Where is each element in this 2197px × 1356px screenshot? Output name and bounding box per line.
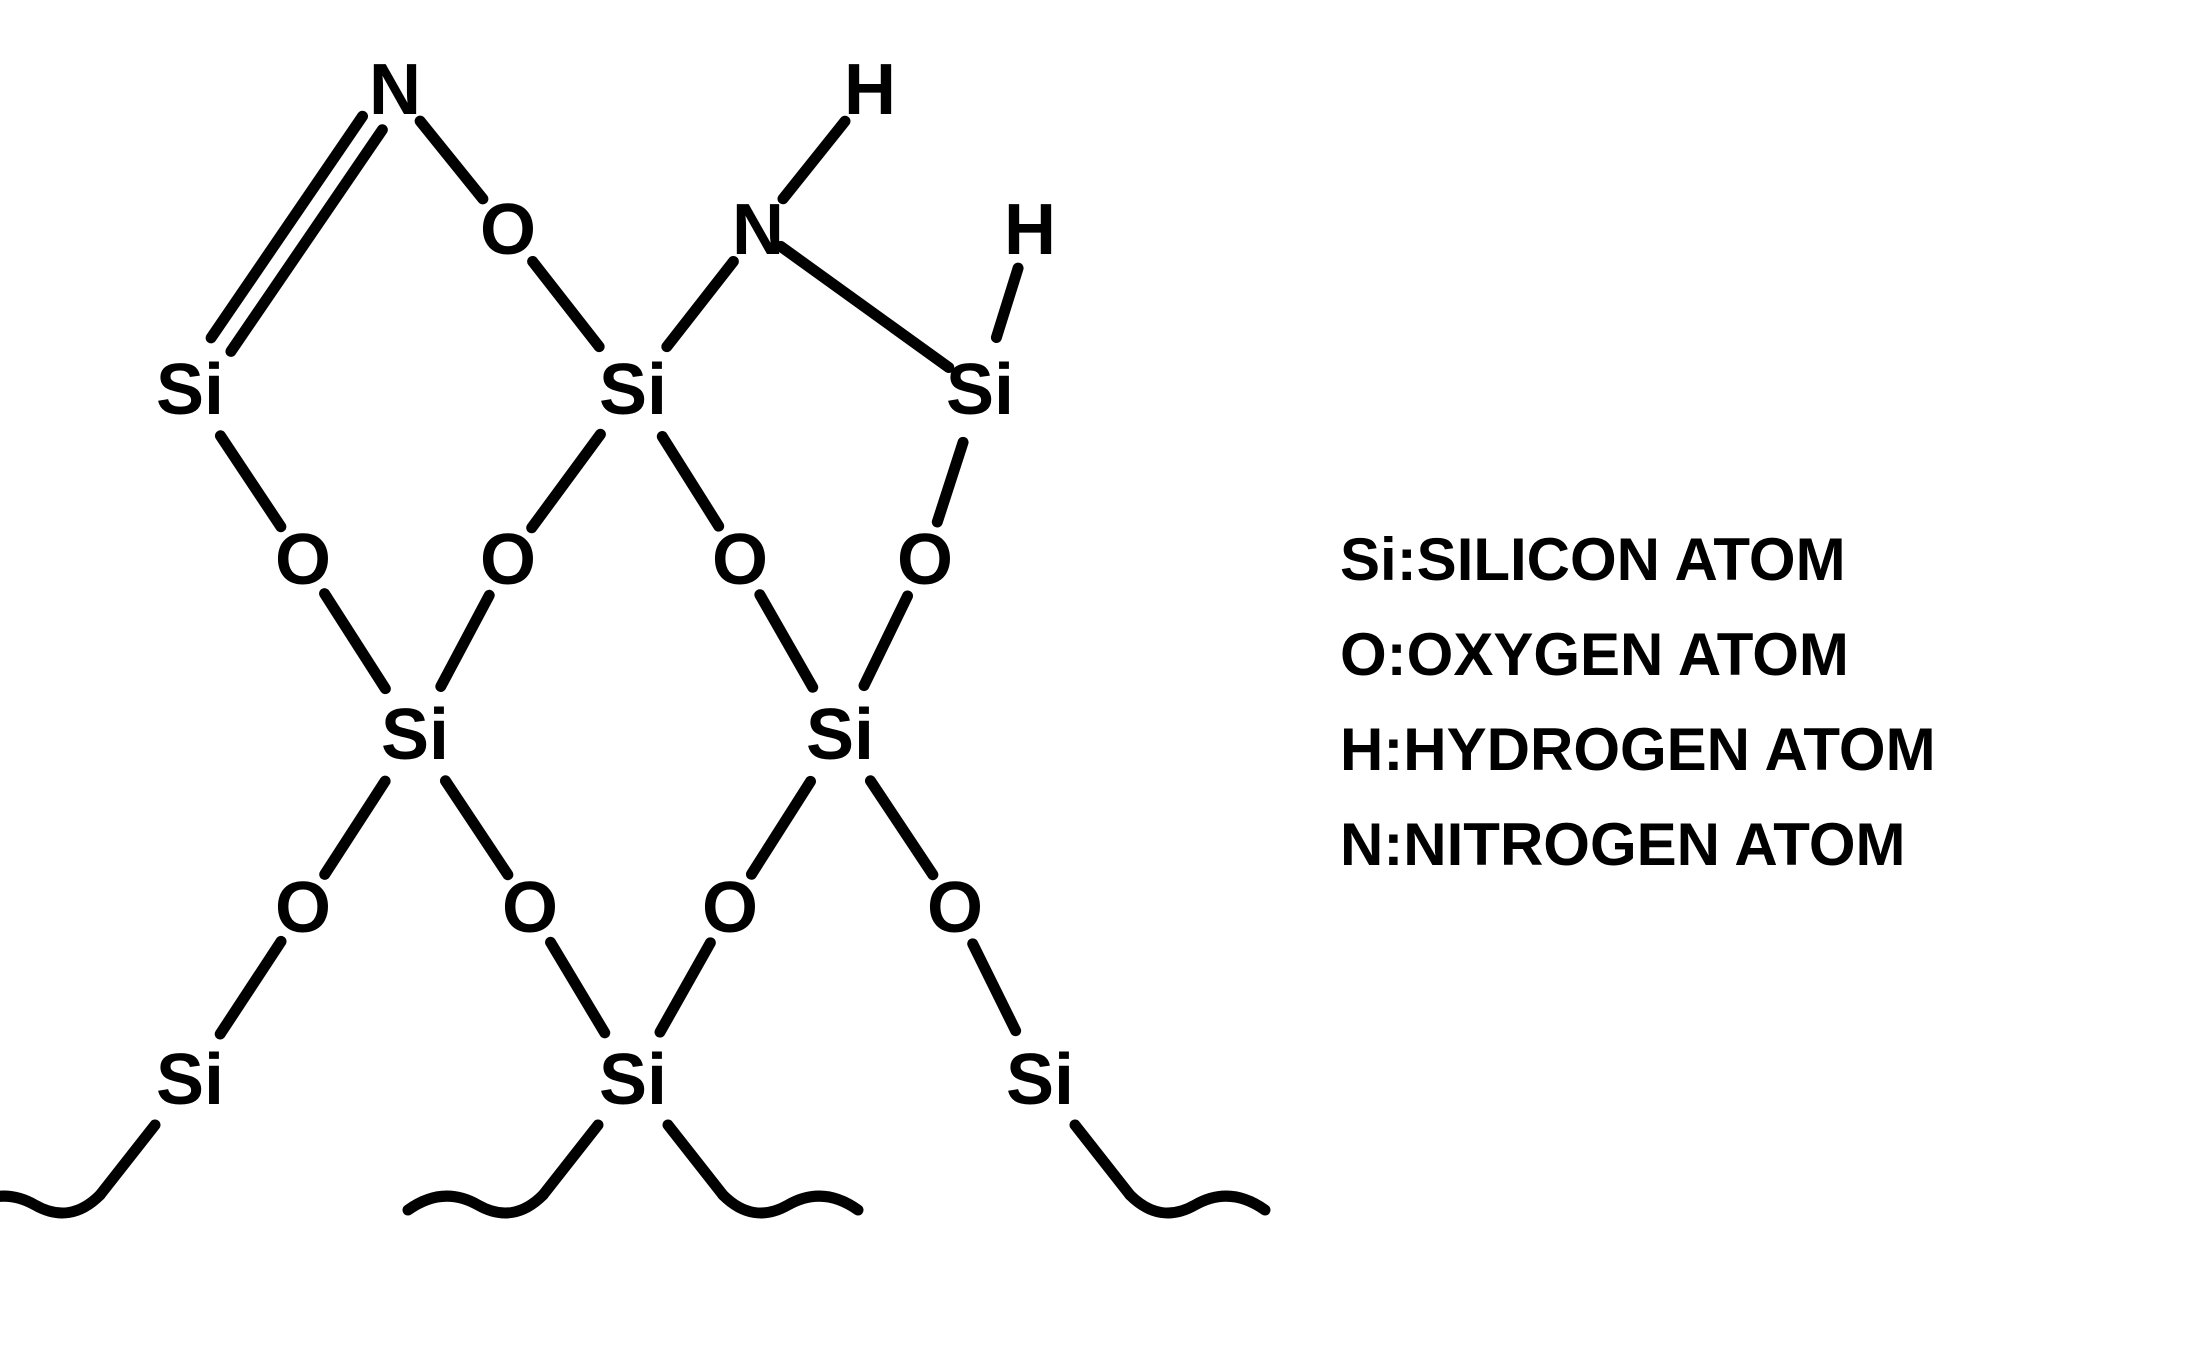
bond-line: [660, 943, 710, 1032]
atom-H_top: H: [844, 49, 896, 131]
bond-line: [533, 262, 600, 347]
bond-line: [937, 442, 963, 522]
atom-Si_r1_c: Si: [946, 349, 1014, 431]
atom-Si_r3_a: Si: [381, 694, 449, 776]
bond-line: [1075, 1125, 1130, 1195]
bond-layer: [0, 0, 2197, 1356]
atom-O_r2_a: O: [275, 519, 331, 601]
legend-line: H:HYDROGEN ATOM: [1340, 715, 1936, 784]
atom-Si_r5_c: Si: [1006, 1039, 1074, 1121]
bond-line: [781, 246, 949, 367]
atom-O_r4_c: O: [702, 867, 758, 949]
atom-O_r2_b: O: [480, 519, 536, 601]
bond-wavy: [1130, 1195, 1265, 1213]
bond-line: [441, 595, 489, 686]
bond-line: [783, 121, 845, 199]
bond-line: [532, 434, 601, 527]
atom-Si_r1_a: Si: [156, 349, 224, 431]
atom-N_mid: N: [732, 189, 784, 271]
bond-line: [667, 262, 734, 347]
bond-wavy: [0, 1195, 100, 1213]
bond-line: [543, 1125, 598, 1195]
bond-line: [870, 781, 932, 875]
atom-O_r2_c: O: [712, 519, 768, 601]
bond-line: [996, 268, 1018, 337]
bond-line: [325, 781, 385, 874]
bond-wavy: [408, 1195, 543, 1213]
bond-line: [100, 1125, 155, 1195]
bond-line: [864, 596, 907, 686]
legend-line: Si:SILICON ATOM: [1340, 525, 1846, 594]
atom-O_up: O: [480, 189, 536, 271]
bond-line: [420, 121, 483, 199]
bond-line: [668, 1125, 723, 1195]
bond-line: [973, 944, 1016, 1031]
bond-line: [231, 130, 382, 352]
bond-wavy: [723, 1195, 858, 1213]
bond-line: [220, 941, 281, 1034]
atom-Si_r5_b: Si: [599, 1039, 667, 1121]
atom-O_r4_b: O: [502, 867, 558, 949]
bond-line: [760, 595, 813, 688]
atom-N_top: N: [369, 49, 421, 131]
atom-Si_r1_b: Si: [599, 349, 667, 431]
bond-line: [445, 781, 507, 875]
bond-line: [325, 594, 386, 689]
bond-line: [751, 781, 810, 874]
atom-Si_r5_a: Si: [156, 1039, 224, 1121]
atom-O_r4_d: O: [927, 867, 983, 949]
bond-line: [220, 436, 280, 527]
legend-line: O:OXYGEN ATOM: [1340, 620, 1849, 689]
bond-line: [211, 116, 362, 338]
atom-Si_r3_b: Si: [806, 694, 874, 776]
legend-line: N:NITROGEN ATOM: [1340, 810, 1906, 879]
atom-H_right: H: [1004, 189, 1056, 271]
bond-line: [551, 942, 605, 1032]
atom-O_r4_a: O: [275, 867, 331, 949]
atom-O_r2_d: O: [897, 519, 953, 601]
bond-line: [662, 437, 718, 527]
